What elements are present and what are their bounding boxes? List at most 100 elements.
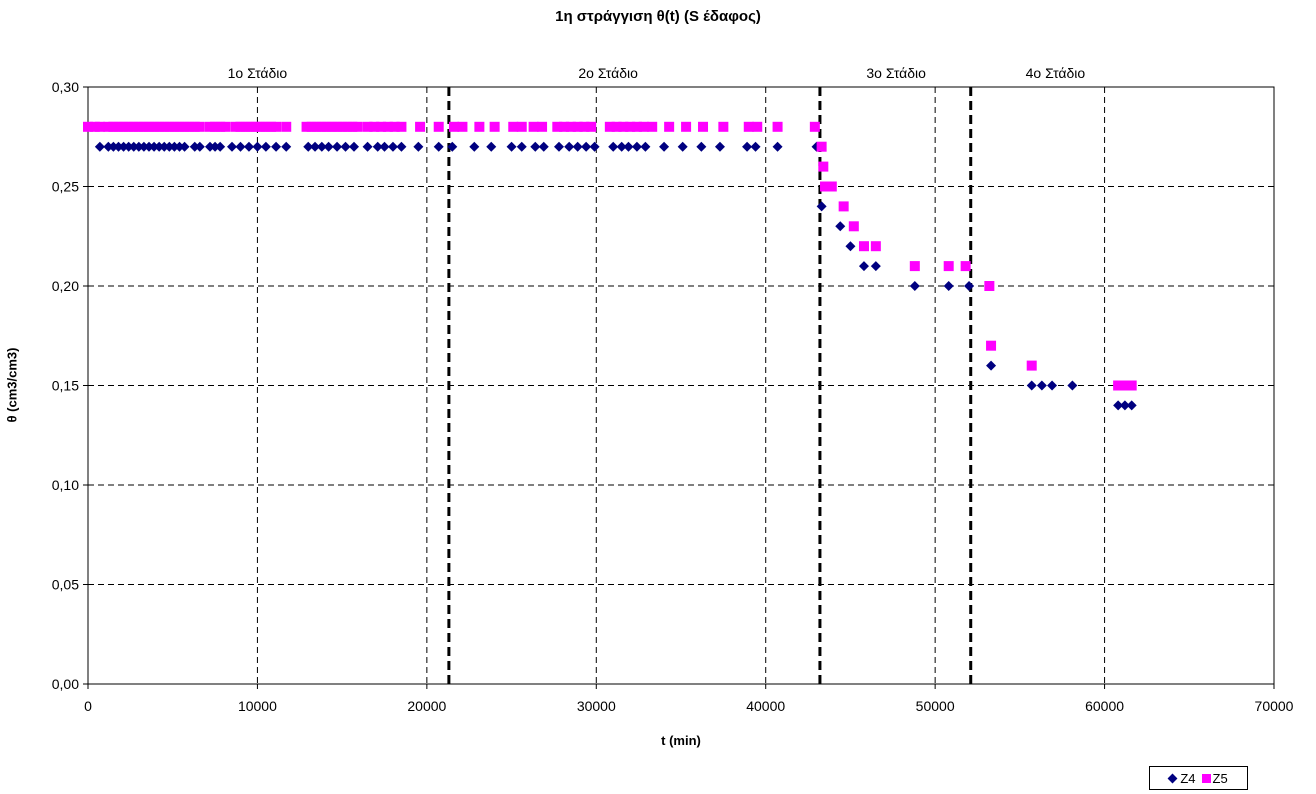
y-tick-label: 0,25 <box>52 179 79 195</box>
x-tick-label: 70000 <box>1255 698 1294 714</box>
legend-item-z4: Z4 <box>1169 771 1195 786</box>
data-point-z4 <box>215 142 225 152</box>
data-point-z5 <box>1127 381 1137 391</box>
data-point-z4 <box>1127 400 1137 410</box>
data-point-z4 <box>517 142 527 152</box>
data-point-z5 <box>490 122 500 132</box>
legend-label-z4: Z4 <box>1180 771 1195 786</box>
data-point-z5 <box>415 122 425 132</box>
data-point-z4 <box>1037 381 1047 391</box>
data-point-z5 <box>859 241 869 251</box>
data-point-z4 <box>539 142 549 152</box>
data-point-z5 <box>871 241 881 251</box>
data-point-z4 <box>964 281 974 291</box>
y-tick-label: 0,05 <box>52 577 79 593</box>
data-point-z5 <box>434 122 444 132</box>
data-point-z5 <box>352 122 362 132</box>
data-point-z4 <box>396 142 406 152</box>
data-point-z4 <box>507 142 517 152</box>
x-tick-label: 40000 <box>746 698 785 714</box>
x-tick-label: 20000 <box>407 698 446 714</box>
data-point-z5 <box>752 122 762 132</box>
data-point-z4 <box>659 142 669 152</box>
data-point-z5 <box>474 122 484 132</box>
data-point-z4 <box>817 201 827 211</box>
data-point-z4 <box>590 142 600 152</box>
data-point-z5 <box>810 122 820 132</box>
data-point-z4 <box>859 261 869 271</box>
y-axis-title: θ (cm3/cm3) <box>5 348 20 423</box>
data-point-z5 <box>818 162 828 172</box>
data-point-z5 <box>195 122 205 132</box>
data-point-z4 <box>696 142 706 152</box>
data-point-z4 <box>363 142 373 152</box>
data-point-z4 <box>845 241 855 251</box>
legend: Z4 Z5 <box>1149 766 1248 790</box>
data-point-z4 <box>871 261 881 271</box>
stage-label: 3ο Στάδιο <box>866 65 926 81</box>
data-point-z4 <box>910 281 920 291</box>
data-point-z5 <box>537 122 547 132</box>
data-point-z4 <box>195 142 205 152</box>
data-point-z5 <box>396 122 406 132</box>
data-point-z5 <box>817 142 827 152</box>
data-point-z5 <box>986 341 996 351</box>
data-point-z4 <box>434 142 444 152</box>
y-tick-label: 0,00 <box>52 676 79 692</box>
data-point-z4 <box>1047 381 1057 391</box>
diamond-marker-icon <box>1168 773 1178 783</box>
data-point-z4 <box>640 142 650 152</box>
data-point-z4 <box>349 142 359 152</box>
legend-label-z5: Z5 <box>1213 771 1228 786</box>
stage-label: 1ο Στάδιο <box>228 65 288 81</box>
data-point-z4 <box>1027 381 1037 391</box>
data-point-z5 <box>910 261 920 271</box>
data-point-z5 <box>1027 361 1037 371</box>
data-point-z4 <box>1067 381 1077 391</box>
data-point-z5 <box>961 261 971 271</box>
data-point-z5 <box>281 122 291 132</box>
data-point-z5 <box>517 122 527 132</box>
series-z4 <box>95 142 1137 411</box>
x-axis-title: t (min) <box>88 733 1274 748</box>
data-point-z4 <box>413 142 423 152</box>
data-point-z4 <box>678 142 688 152</box>
data-point-z4 <box>271 142 281 152</box>
data-point-z4 <box>944 281 954 291</box>
axis-ticks: 0,000,050,100,150,200,250,300 10000 20000 3… <box>52 79 1294 714</box>
x-tick-label: 30000 <box>577 698 616 714</box>
data-point-z5 <box>773 122 783 132</box>
y-tick-label: 0,10 <box>52 477 79 493</box>
data-point-z5 <box>718 122 728 132</box>
data-point-z5 <box>271 122 281 132</box>
data-point-z5 <box>849 221 859 231</box>
data-points <box>83 122 1137 411</box>
x-tick-label: 50000 <box>916 698 955 714</box>
data-point-z4 <box>469 142 479 152</box>
data-point-z5 <box>839 201 849 211</box>
data-point-z5 <box>664 122 674 132</box>
data-point-z4 <box>835 221 845 231</box>
stage-labels: 1ο Στάδιο 2ο Στάδιο 3ο Στάδιο 4ο Στάδιο <box>228 65 1086 81</box>
stage-label: 4ο Στάδιο <box>1026 65 1086 81</box>
data-point-z5 <box>984 281 994 291</box>
data-point-z4 <box>986 361 996 371</box>
y-tick-label: 0,30 <box>52 79 79 95</box>
data-point-z5 <box>586 122 596 132</box>
x-tick-label: 60000 <box>1085 698 1124 714</box>
x-tick-label: 0 <box>84 698 92 714</box>
data-point-z4 <box>261 142 271 152</box>
y-tick-label: 0,20 <box>52 278 79 294</box>
data-point-z4 <box>486 142 496 152</box>
series-z5 <box>83 122 1137 391</box>
data-point-z4 <box>773 142 783 152</box>
data-point-z5 <box>944 261 954 271</box>
data-point-z5 <box>647 122 657 132</box>
data-point-z4 <box>715 142 725 152</box>
stage-label: 2ο Στάδιο <box>578 65 638 81</box>
data-point-z4 <box>751 142 761 152</box>
legend-item-z5: Z5 <box>1202 771 1228 786</box>
data-point-z5 <box>457 122 467 132</box>
x-tick-label: 10000 <box>238 698 277 714</box>
